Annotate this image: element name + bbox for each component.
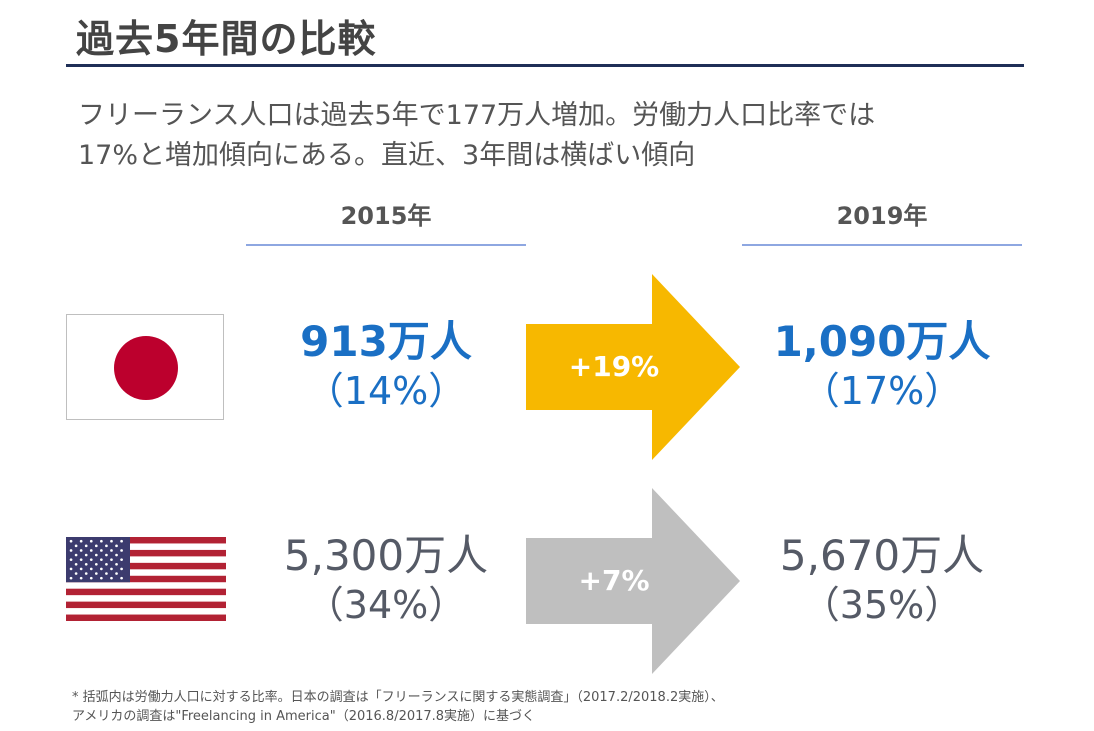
usa-2015-count: 5,300万人 bbox=[283, 531, 489, 580]
japan-2015-count: 913万人 bbox=[300, 317, 472, 366]
footnote-line-1: * 括弧内は労働力人口に対する比率。日本の調査は「フリーランスに関する実態調査」… bbox=[72, 690, 724, 705]
usa-2019-pct: （35%） bbox=[801, 583, 963, 627]
japan-growth-arrow-icon bbox=[526, 274, 740, 460]
usa-2015-pct: （34%） bbox=[305, 583, 467, 627]
year-to-label: 2019年 bbox=[836, 202, 928, 230]
year-from-label: 2015年 bbox=[340, 202, 432, 230]
usa-flag-icon bbox=[66, 537, 226, 621]
japan-flag-icon bbox=[66, 314, 224, 420]
summary-line-2: 17%と増加傾向にある。直近、3年間は横ばい傾向 bbox=[78, 140, 696, 171]
japan-2015-value: 913万人 （14%） bbox=[246, 318, 526, 416]
japan-flag-sun bbox=[114, 336, 178, 400]
japan-2015-pct: （14%） bbox=[305, 369, 467, 413]
footnote-line-2: アメリカの調査は"Freelancing in America"（2016.8/… bbox=[72, 709, 536, 724]
usa-growth-arrow-icon bbox=[526, 488, 740, 674]
japan-2019-value: 1,090万人 （17%） bbox=[742, 318, 1022, 416]
japan-2019-pct: （17%） bbox=[801, 369, 963, 413]
summary-text: フリーランス人口は過去5年で177万人増加。労働力人口比率では 17%と増加傾向… bbox=[78, 96, 1038, 176]
usa-2019-value: 5,670万人 （35%） bbox=[742, 532, 1022, 630]
title-divider bbox=[66, 64, 1024, 67]
year-to-rule bbox=[742, 244, 1022, 246]
summary-line-1: フリーランス人口は過去5年で177万人増加。労働力人口比率では bbox=[78, 100, 876, 131]
usa-growth-label: +7% bbox=[578, 564, 650, 597]
year-from-rule bbox=[246, 244, 526, 246]
page-title: 過去5年間の比較 bbox=[76, 17, 377, 61]
usa-2019-count: 5,670万人 bbox=[779, 531, 985, 580]
footnote: * 括弧内は労働力人口に対する比率。日本の調査は「フリーランスに関する実態調査」… bbox=[72, 688, 1032, 726]
japan-growth-label: +19% bbox=[568, 350, 660, 383]
usa-2015-value: 5,300万人 （34%） bbox=[246, 532, 526, 630]
japan-2019-count: 1,090万人 bbox=[773, 317, 991, 366]
